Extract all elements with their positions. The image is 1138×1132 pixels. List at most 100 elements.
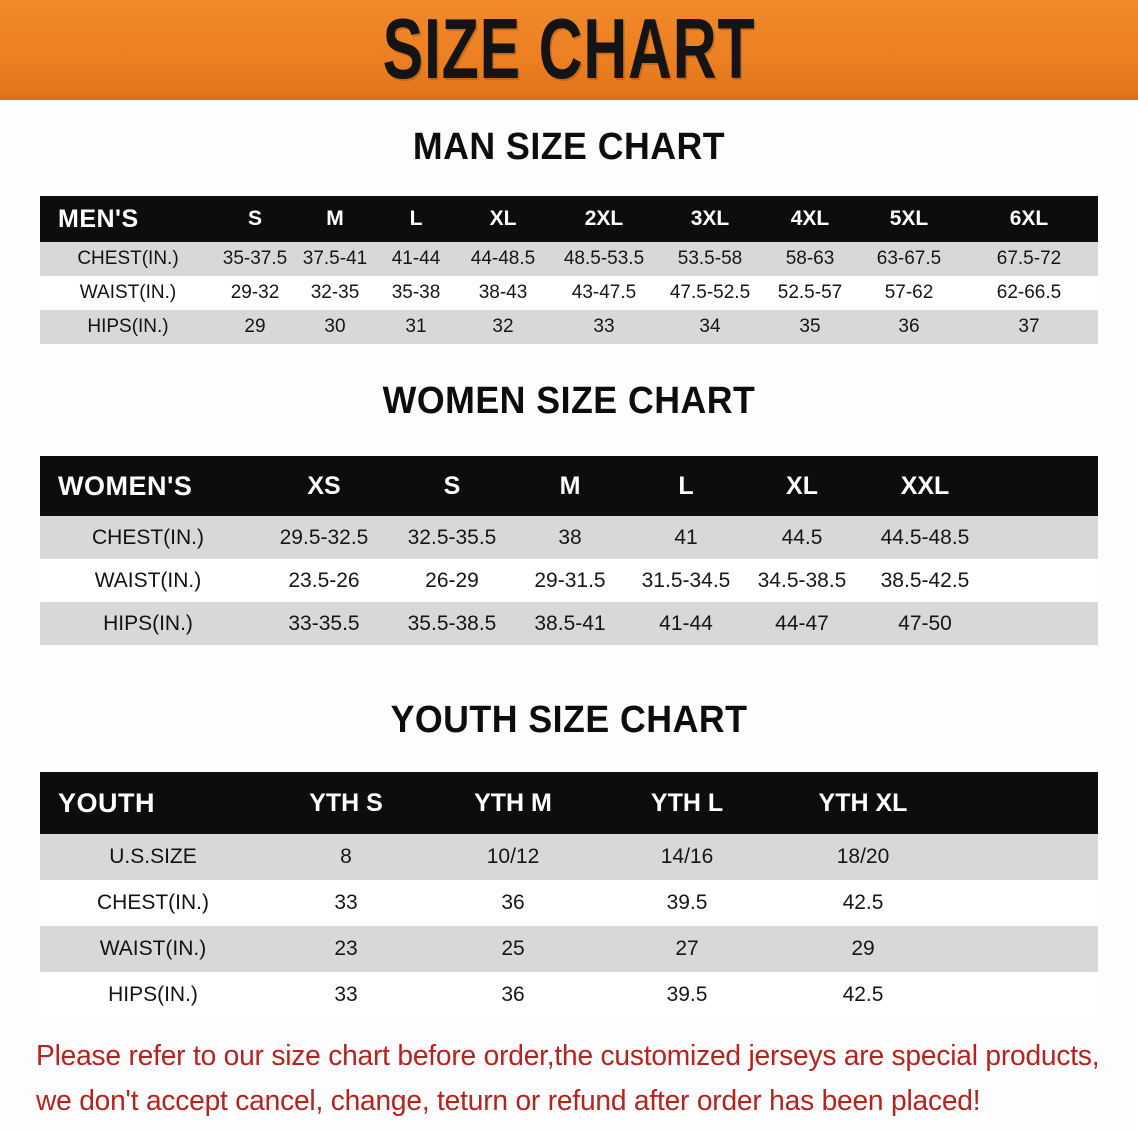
man-header-xl: XL: [489, 207, 517, 230]
cell: 38.5-41: [534, 611, 606, 635]
table-row: CHEST(IN.) 35-37.5 37.5-41 41-44 44-48.5…: [40, 242, 1098, 276]
cell-spacer: [952, 926, 1098, 972]
cell: 32.5-35.5: [407, 525, 497, 549]
cell: 36: [898, 316, 920, 337]
cell: 39.5: [666, 891, 708, 914]
man-size-table: MEN'S S M L XL 2XL 3XL 4XL 5XL 6XL CHEST…: [40, 196, 1098, 344]
table-row: WAIST(IN.) 29-32 32-35 35-38 38-43 43-47…: [40, 276, 1098, 310]
cell: 48.5-53.5: [563, 248, 645, 269]
cell: 43-47.5: [571, 282, 637, 303]
youth-header-category: YOUTH: [58, 787, 155, 818]
cell: 10/12: [486, 845, 540, 868]
cell: 38: [558, 525, 582, 549]
row-label: CHEST(IN.): [92, 525, 204, 549]
row-label: HIPS(IN.): [87, 316, 169, 337]
cell-spacer: [990, 559, 1098, 602]
man-header-5xl: 5XL: [889, 207, 929, 230]
disclaimer-line-2: we don't accept cancel, change, teturn o…: [36, 1085, 981, 1117]
row-label: HIPS(IN.): [108, 983, 198, 1006]
man-header-l: L: [409, 207, 423, 230]
cell: 37: [1018, 316, 1040, 337]
cell-spacer: [952, 972, 1098, 1018]
cell: 44-48.5: [470, 248, 536, 269]
man-header-6xl: 6XL: [1009, 207, 1049, 230]
women-header-row: WOMEN'S XS S M L XL XXL: [40, 456, 1098, 516]
women-header-s: S: [443, 471, 461, 500]
row-label: WAIST(IN.): [99, 937, 207, 960]
cell: 67.5-72: [996, 248, 1062, 269]
row-label: HIPS(IN.): [103, 611, 193, 635]
man-header-s: S: [247, 207, 262, 230]
row-label: CHEST(IN.): [97, 891, 209, 914]
cell: 35-38: [391, 282, 441, 303]
table-row: WAIST(IN.) 23.5-26 26-29 29-31.5 31.5-34…: [40, 559, 1098, 602]
man-header-row: MEN'S S M L XL 2XL 3XL 4XL 5XL 6XL: [40, 196, 1098, 242]
cell: 39.5: [666, 983, 708, 1006]
cell: 41-44: [391, 248, 441, 269]
youth-size-table: YOUTH YTH S YTH M YTH L YTH XL U.S.SIZE …: [40, 772, 1098, 1018]
cell: 25: [501, 937, 525, 960]
table-row: HIPS(IN.) 33-35.5 35.5-38.5 38.5-41 41-4…: [40, 602, 1098, 645]
youth-header-row: YOUTH YTH S YTH M YTH L YTH XL: [40, 772, 1098, 834]
cell: 31.5-34.5: [641, 568, 731, 592]
cell: 63-67.5: [876, 248, 942, 269]
youth-header-xl: YTH XL: [818, 788, 908, 817]
cell-spacer: [990, 602, 1098, 645]
cell: 34: [699, 316, 721, 337]
cell: 36: [501, 983, 525, 1006]
cell: 29: [244, 316, 266, 337]
banner: SIZE CHART: [0, 0, 1138, 100]
cell: 33: [334, 983, 358, 1006]
cell: 23.5-26: [288, 568, 360, 592]
cell-spacer: [990, 516, 1098, 559]
man-header-m: M: [326, 207, 344, 230]
cell: 18/20: [836, 845, 890, 868]
cell: 34.5-38.5: [757, 568, 847, 592]
youth-header-spacer: [952, 772, 1098, 834]
table-row: HIPS(IN.) 33 36 39.5 42.5: [40, 972, 1098, 1018]
cell: 14/16: [660, 845, 714, 868]
cell: 29-32: [230, 282, 280, 303]
cell: 33: [593, 316, 615, 337]
cell-spacer: [952, 834, 1098, 880]
man-section-title: MAN SIZE CHART: [412, 126, 726, 168]
women-size-table: WOMEN'S XS S M L XL XXL CHEST(IN.) 29.5-…: [40, 456, 1098, 645]
cell: 44-47: [775, 611, 829, 635]
disclaimer-line-1: Please refer to our size chart before or…: [36, 1040, 1100, 1072]
cell: 58-63: [785, 248, 835, 269]
cell: 47-50: [898, 611, 952, 635]
table-row: HIPS(IN.) 29 30 31 32 33 34 35 36 37: [40, 310, 1098, 344]
women-header-m: M: [559, 471, 581, 500]
cell: 47.5-52.5: [669, 282, 751, 303]
cell: 32-35: [310, 282, 360, 303]
cell: 37.5-41: [302, 248, 368, 269]
banner-title: SIZE CHART: [382, 1, 756, 98]
cell: 35: [799, 316, 821, 337]
table-row: U.S.SIZE 8 10/12 14/16 18/20: [40, 834, 1098, 880]
cell: 29: [851, 937, 875, 960]
women-section-title: WOMEN SIZE CHART: [382, 380, 756, 422]
cell: 62-66.5: [996, 282, 1062, 303]
youth-header-m: YTH M: [474, 788, 552, 817]
youth-header-s: YTH S: [309, 788, 383, 817]
row-label: CHEST(IN.): [77, 248, 179, 269]
cell: 41-44: [659, 611, 713, 635]
cell: 38.5-42.5: [880, 568, 970, 592]
cell-spacer: [952, 880, 1098, 926]
man-header-2xl: 2XL: [584, 207, 624, 230]
cell: 52.5-57: [777, 282, 843, 303]
women-header-xxl: XXL: [900, 471, 950, 500]
table-row: CHEST(IN.) 29.5-32.5 32.5-35.5 38 41 44.…: [40, 516, 1098, 559]
cell: 26-29: [425, 568, 479, 592]
youth-header-l: YTH L: [650, 788, 724, 817]
women-header-xl: XL: [786, 471, 818, 500]
man-header-category: MEN'S: [58, 204, 139, 233]
cell: 8: [340, 845, 352, 868]
row-label: WAIST(IN.): [79, 282, 177, 303]
women-header-l: L: [678, 471, 694, 500]
cell: 42.5: [842, 891, 884, 914]
women-header-category: WOMEN'S: [58, 470, 193, 501]
cell: 32: [492, 316, 514, 337]
cell: 57-62: [884, 282, 934, 303]
